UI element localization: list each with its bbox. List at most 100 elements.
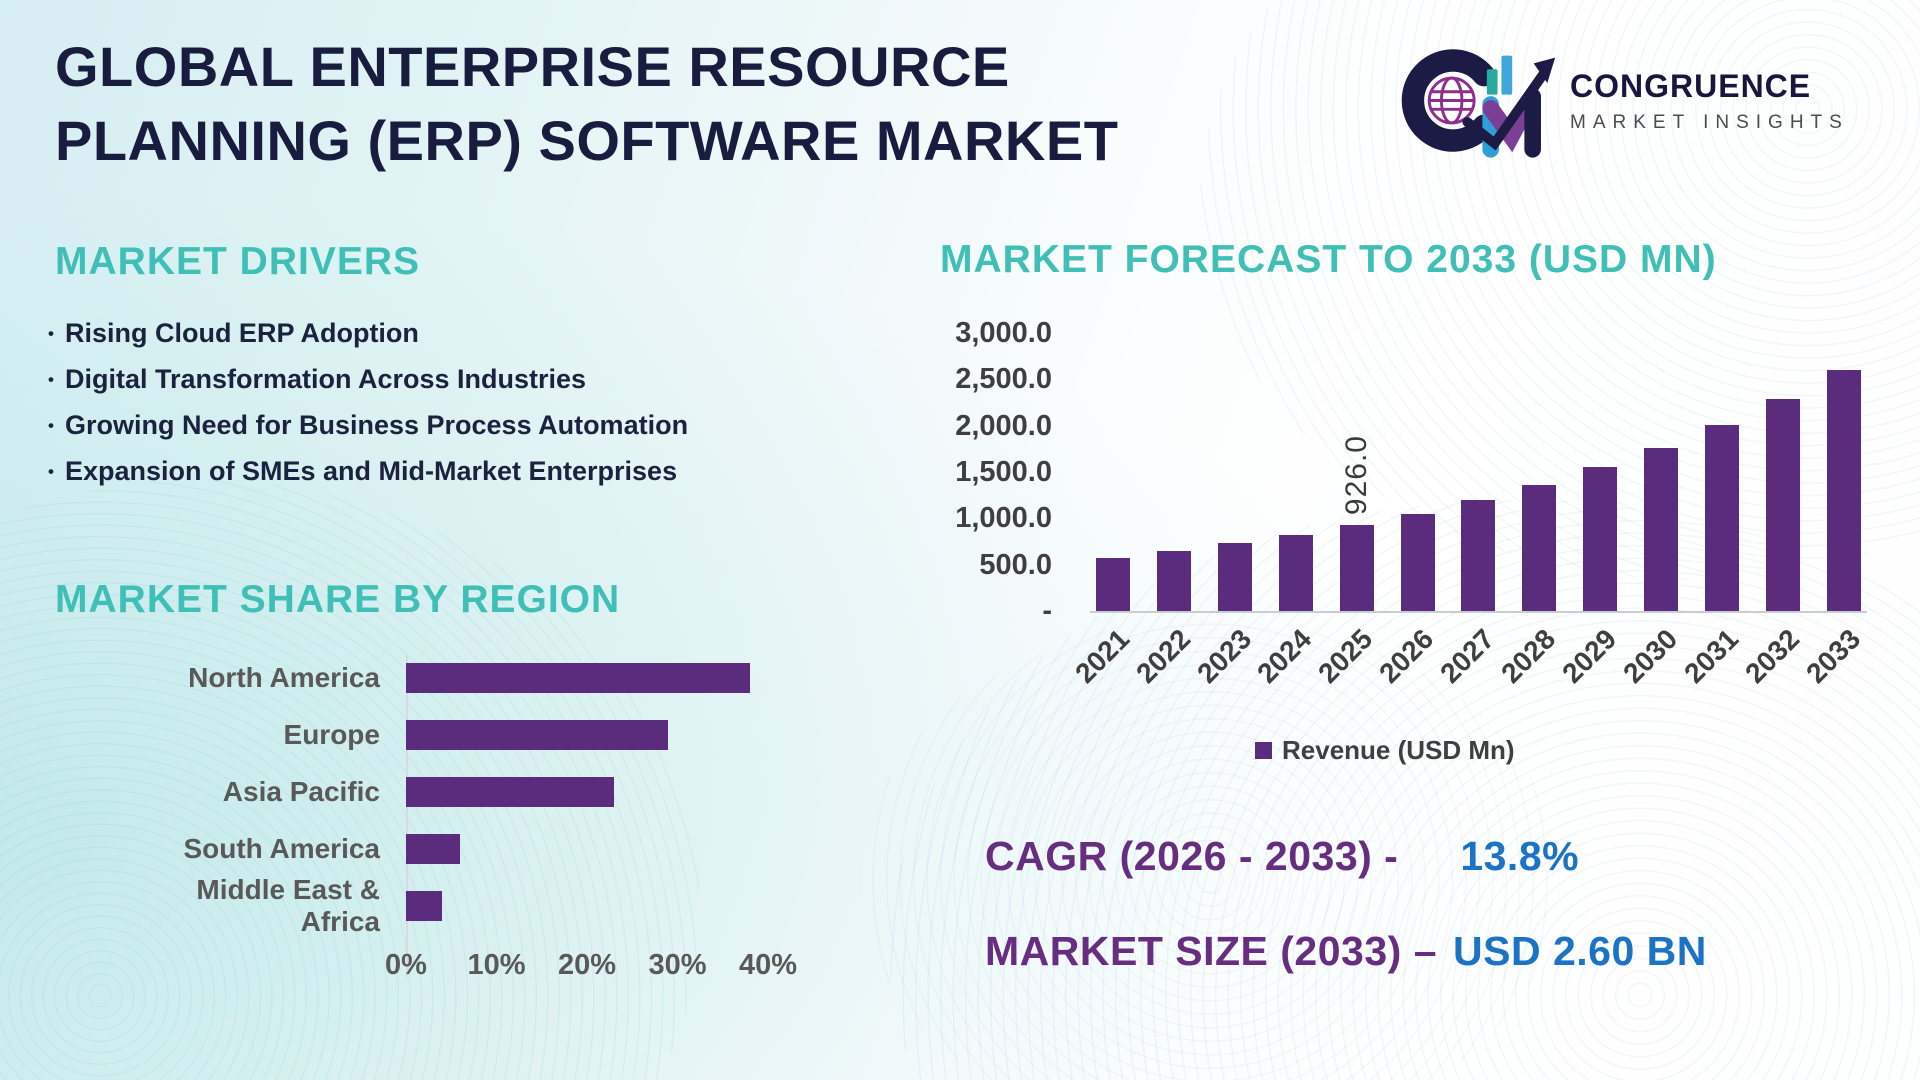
legend-swatch xyxy=(1255,742,1272,759)
logo-growth-bars xyxy=(1486,55,1513,95)
forecast-legend: Revenue (USD Mn) xyxy=(1255,735,1515,766)
region-chart-ticks: 0% 10% 20% 30% 40% xyxy=(124,949,824,989)
brand-logo: CONGRUENCE MARKET INSIGHTS xyxy=(1400,40,1849,162)
forecast-bar-cell: 2030 xyxy=(1617,333,1683,689)
market-driver-text: Rising Cloud ERP Adoption xyxy=(64,318,419,348)
forecast-y-axis-labels: 3,000.0 2,500.0 2,000.0 1,500.0 1,000.0 500.0… xyxy=(940,317,1052,630)
logo-c-letter xyxy=(1401,49,1496,152)
region-bar-track xyxy=(406,777,796,807)
market-driver-item: • Rising Cloud ERP Adoption xyxy=(48,318,688,349)
market-size-label: MARKET SIZE (2033) – xyxy=(985,928,1437,974)
forecast-x-tick: 2024 xyxy=(1251,623,1318,689)
forecast-y-tick: 2,500.0 xyxy=(955,363,1052,396)
region-share-heading: MARKET SHARE BY REGION xyxy=(55,578,621,621)
brand-tagline: MARKET INSIGHTS xyxy=(1570,112,1849,133)
market-driver-item: • Expansion of SMEs and Mid-Market Enterp… xyxy=(48,456,688,487)
region-bar-track xyxy=(406,891,796,921)
forecast-bar xyxy=(1156,551,1191,611)
region-label: Asia Pacific xyxy=(222,776,380,807)
region-row: Europe xyxy=(124,719,824,750)
region-bar-track xyxy=(406,720,796,750)
region-axis-tick: 20% xyxy=(557,949,617,981)
forecast-bar-cell: 2025 926.0 xyxy=(1313,333,1379,689)
market-drivers-list: • Rising Cloud ERP Adoption • Digital Trans… xyxy=(48,318,688,502)
legend-label: Revenue (USD Mn) xyxy=(1282,735,1515,765)
region-row: Middle East & Africa xyxy=(124,874,824,937)
region-bar xyxy=(406,834,461,864)
forecast-y-tick: 1,000.0 xyxy=(955,502,1052,535)
market-driver-text: Expansion of SMEs and Mid-Market Enterpr… xyxy=(64,456,678,486)
page-title-line1: GLOBAL ENTERPRISE RESOURCE xyxy=(55,35,1010,98)
bullet-icon: • xyxy=(48,461,54,481)
bullet-icon: • xyxy=(48,323,54,343)
forecast-bar-cell: 2029 xyxy=(1556,333,1622,689)
page-title-line2: PLANNING (ERP) SOFTWARE MARKET xyxy=(55,109,1119,173)
forecast-x-tick: 2033 xyxy=(1799,623,1866,689)
region-axis-tick: 0% xyxy=(385,949,427,981)
region-row: North America xyxy=(124,662,824,693)
market-driver-item: • Growing Need for Business Process Autom… xyxy=(48,410,688,441)
forecast-y-tick: 3,000.0 xyxy=(955,317,1052,349)
region-axis-tick: 40% xyxy=(738,949,798,981)
forecast-plot-area: 2021 2022 2023 2024 2025 926.0 2026 2027 2028 202… xyxy=(1069,333,1867,689)
forecast-x-tick: 2032 xyxy=(1738,623,1805,689)
region-label: Middle East & Africa xyxy=(196,874,380,937)
brand-name: CONGRUENCE xyxy=(1570,68,1812,104)
forecast-x-tick: 2026 xyxy=(1373,623,1440,689)
forecast-x-tick: 2029 xyxy=(1556,623,1623,689)
forecast-x-tick: 2030 xyxy=(1617,623,1684,689)
forecast-bar xyxy=(1400,513,1435,611)
forecast-x-tick: 2025 xyxy=(1312,623,1379,689)
market-driver-text: Growing Need for Business Process Automa… xyxy=(64,410,689,440)
region-bar xyxy=(406,777,615,807)
forecast-bar-cell: 2033 xyxy=(1800,333,1866,689)
bullet-icon: • xyxy=(48,369,54,389)
forecast-bar-cell: 2021 xyxy=(1069,333,1135,689)
region-label: Europe xyxy=(283,719,380,750)
forecast-y-tick: - xyxy=(1042,595,1052,627)
forecast-x-tick: 2021 xyxy=(1068,623,1135,689)
forecast-bar xyxy=(1461,500,1496,611)
forecast-bar xyxy=(1644,447,1679,611)
forecast-bar-cell: 2027 xyxy=(1434,333,1500,689)
forecast-y-tick: 2,000.0 xyxy=(955,409,1052,442)
forecast-y-tick: 500.0 xyxy=(979,548,1052,581)
globe-icon xyxy=(1427,76,1476,125)
forecast-bar xyxy=(1705,425,1740,611)
forecast-y-tick: 1,500.0 xyxy=(955,456,1052,488)
forecast-bar-cell: 2024 xyxy=(1252,333,1318,689)
forecast-bar xyxy=(1339,525,1374,611)
brand-text: CONGRUENCE MARKET INSIGHTS xyxy=(1570,68,1849,134)
forecast-bar-cell: 2028 xyxy=(1495,333,1561,689)
forecast-heading: MARKET FORECAST TO 2033 (USD MN) xyxy=(940,238,1717,281)
market-driver-text: Digital Transformation Across Industries xyxy=(64,364,587,394)
forecast-bar-cell: 2026 xyxy=(1373,333,1439,689)
forecast-bar xyxy=(1583,467,1618,611)
region-bar-track xyxy=(406,834,796,864)
forecast-bar-cell: 2031 xyxy=(1678,333,1744,689)
market-drivers-heading: MARKET DRIVERS xyxy=(55,240,421,283)
forecast-bar xyxy=(1096,558,1130,611)
region-bar-track xyxy=(406,663,796,693)
forecast-x-tick: 2022 xyxy=(1129,623,1196,689)
region-share-chart: North America Europe Asia Pacific South Ame… xyxy=(124,655,824,989)
cm-logo-mark xyxy=(1401,49,1556,158)
cagr-value: 13.8% xyxy=(1460,833,1580,879)
forecast-bar xyxy=(1522,484,1557,611)
region-row: South America xyxy=(124,833,824,864)
region-axis-tick: 10% xyxy=(467,949,526,981)
forecast-bar xyxy=(1217,543,1252,611)
region-chart-axis xyxy=(406,655,408,977)
forecast-x-tick: 2023 xyxy=(1190,623,1257,689)
forecast-x-tick: 2028 xyxy=(1495,623,1562,689)
page-title: GLOBAL ENTERPRISE RESOURCE PLANNING (ERP… xyxy=(55,30,1118,179)
region-axis-tick: 30% xyxy=(648,949,707,981)
bullet-icon: • xyxy=(48,415,54,435)
market-size-stat: MARKET SIZE (2033) – USD 2.60 BN xyxy=(985,928,1707,975)
region-bar xyxy=(406,663,750,693)
forecast-bar-cell: 2022 xyxy=(1130,333,1196,689)
cagr-label: CAGR (2026 - 2033) - xyxy=(985,833,1399,879)
forecast-point-label: 926.0 xyxy=(1339,435,1373,516)
market-driver-item: • Digital Transformation Across Industrie… xyxy=(48,364,688,395)
